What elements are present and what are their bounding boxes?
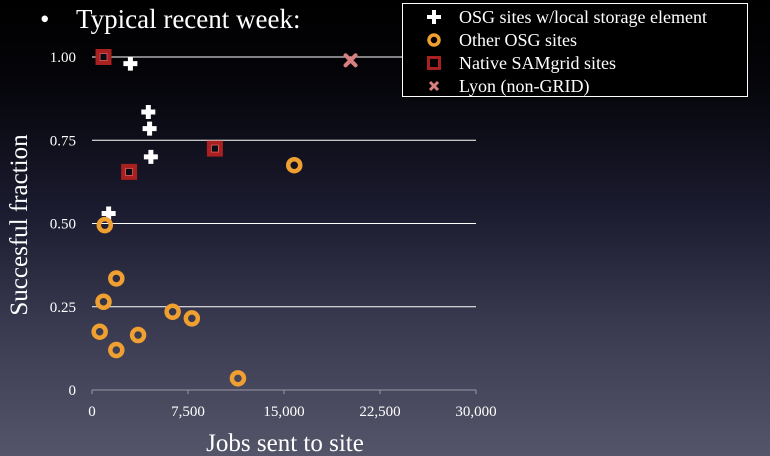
data-point-square <box>121 163 138 180</box>
x-tick-label: 22,500 <box>359 404 400 420</box>
legend: OSG sites w/local storage element Other … <box>402 3 748 97</box>
data-point-ring <box>183 310 201 327</box>
legend-label: OSG sites w/local storage element <box>459 7 707 27</box>
y-axis-label: Succesful fraction <box>6 134 33 316</box>
data-point-ring <box>91 323 108 340</box>
y-tick-label: 0 <box>69 383 77 399</box>
data-point-ring <box>108 270 125 287</box>
data-point-plus <box>143 149 158 164</box>
data-point-square <box>95 49 112 65</box>
x-axis-label: Jobs sent to site <box>206 430 364 456</box>
plus-icon <box>427 10 441 24</box>
bullet-text: Typical recent week: <box>76 4 301 34</box>
data-point-ring <box>229 370 247 387</box>
legend-label: Native SAMgrid sites <box>459 53 616 73</box>
data-point-ring <box>129 326 147 344</box>
data-point-plus <box>141 104 156 119</box>
y-tick-label: 0.25 <box>50 300 76 316</box>
data-point-ring <box>285 156 303 174</box>
data-point-ring <box>95 293 112 311</box>
data-point-ring <box>96 216 114 234</box>
x-tick-label: 7,500 <box>171 404 205 420</box>
legend-item-lyon: Lyon (non-GRID) <box>403 75 747 97</box>
y-tick-label: 1.00 <box>50 50 76 66</box>
data-point-plus <box>123 56 138 71</box>
data-point-plus <box>142 121 157 136</box>
bullet-heading: • Typical recent week: <box>40 4 301 35</box>
data-point-square <box>206 140 223 157</box>
data-point-plus <box>101 206 116 221</box>
x-tick-label: 30,000 <box>455 404 496 420</box>
ring-icon <box>427 33 441 47</box>
legend-item-osg-local: OSG sites w/local storage element <box>403 6 747 28</box>
square-icon <box>427 56 441 70</box>
legend-item-other-osg: Other OSG sites <box>403 29 747 51</box>
y-tick-label: 0.50 <box>50 217 76 233</box>
legend-label: Other OSG sites <box>459 30 577 50</box>
legend-item-native-samgrid: Native SAMgrid sites <box>403 52 747 74</box>
grid-lines <box>92 56 476 308</box>
data-points <box>91 49 358 387</box>
x-icon <box>428 80 440 92</box>
x-tick-label: 15,000 <box>263 404 304 420</box>
data-point-ring <box>108 341 125 359</box>
data-point-ring <box>164 303 181 320</box>
x-tick-label: 0 <box>88 404 96 420</box>
data-point-x <box>343 53 358 68</box>
y-tick-label: 0.75 <box>50 133 76 149</box>
tick-labels: 0 0.25 0.50 0.75 1.00 0 7,500 15,000 22,500 30,00… <box>50 50 497 420</box>
legend-label: Lyon (non-GRID) <box>459 76 590 96</box>
axes <box>91 389 477 394</box>
bullet-dot-icon: • <box>40 4 50 34</box>
